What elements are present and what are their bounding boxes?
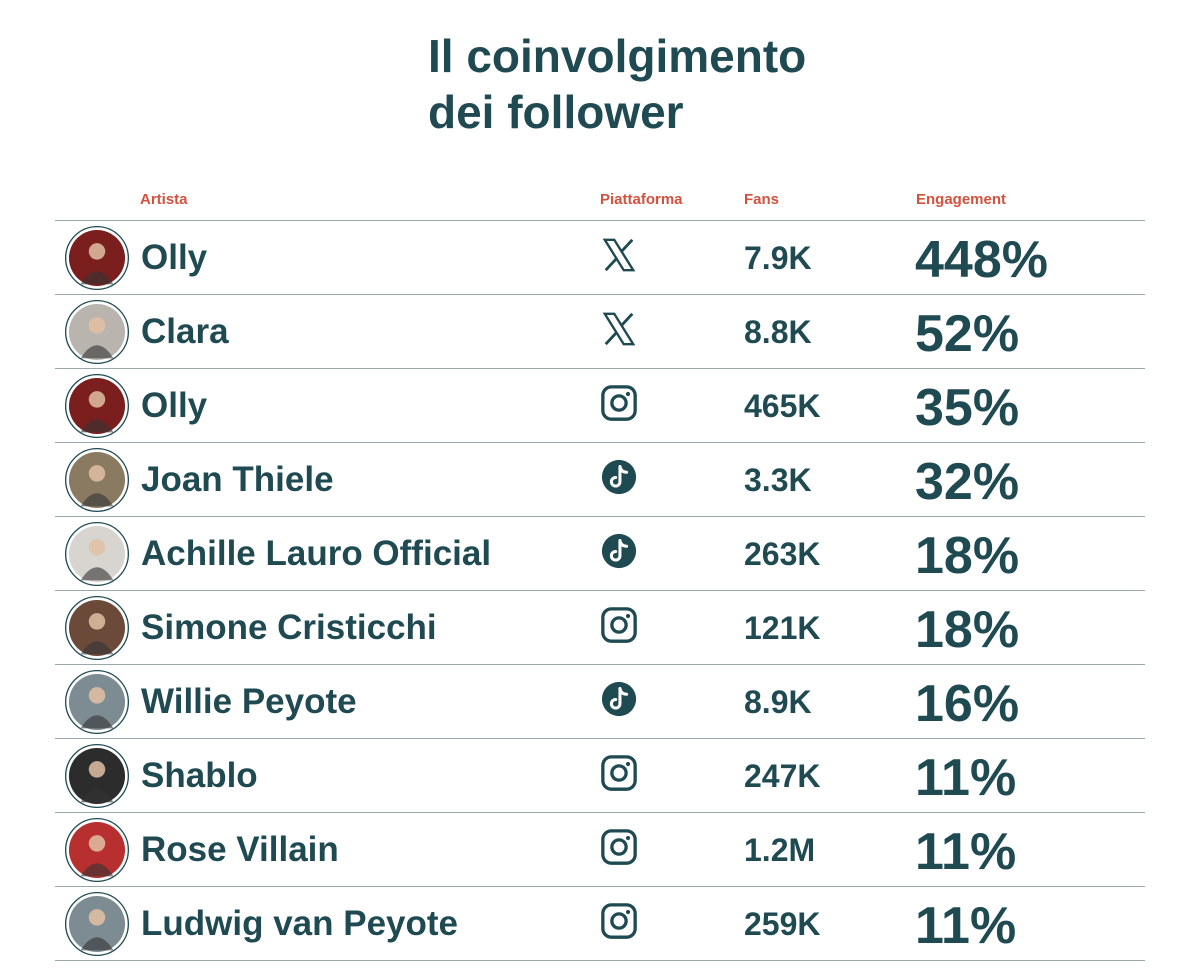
- platform-icon: [601, 755, 637, 791]
- platform-icon: [601, 459, 637, 495]
- platform-icon: [601, 607, 637, 643]
- artist-name: Shablo: [141, 756, 258, 795]
- column-header: Fans: [744, 191, 780, 208]
- row-rule: [55, 812, 1145, 813]
- artist-name: Ludwig van Peyote: [141, 904, 458, 943]
- fans: 8.8K: [744, 314, 812, 350]
- platform-icon: [601, 385, 637, 421]
- column-header: Artista: [140, 191, 188, 208]
- engagement: 18%: [915, 601, 1020, 659]
- avatar: [64, 521, 130, 587]
- row-rule: [55, 886, 1145, 887]
- avatar: [64, 891, 130, 957]
- fans: 121K: [744, 610, 821, 646]
- artist-name: Achille Lauro Official: [141, 534, 492, 573]
- row-rule: [55, 516, 1145, 517]
- engagement: 16%: [915, 675, 1020, 733]
- platform-icon: [602, 238, 636, 272]
- fans: 259K: [744, 906, 821, 942]
- artist-name: Olly: [141, 386, 208, 425]
- row-rule: [55, 220, 1145, 221]
- engagement: 35%: [915, 379, 1020, 437]
- row-rule: [55, 442, 1145, 443]
- fans: 8.9K: [744, 684, 812, 720]
- row-rule: [55, 960, 1145, 961]
- fans: 263K: [744, 536, 821, 572]
- platform-icon: [601, 533, 637, 569]
- engagement: 11%: [915, 897, 1017, 955]
- platform-icon: [601, 829, 637, 865]
- engagement: 11%: [915, 749, 1017, 807]
- avatar: [64, 817, 130, 883]
- row-rule: [55, 294, 1145, 295]
- artist-name: Clara: [141, 312, 229, 351]
- fans: 1.2M: [744, 832, 816, 868]
- avatar: [64, 373, 130, 439]
- column-header: Engagement: [916, 191, 1007, 208]
- platform-icon: [601, 903, 637, 939]
- fans: 3.3K: [744, 462, 812, 498]
- platform-icon: [601, 681, 637, 717]
- engagement: 18%: [915, 527, 1020, 585]
- engagement: 448%: [915, 231, 1048, 289]
- artist-name: Olly: [141, 238, 208, 277]
- avatar: [64, 225, 130, 291]
- fans: 7.9K: [744, 240, 812, 276]
- engagement: 32%: [915, 453, 1020, 511]
- avatar: [64, 595, 130, 661]
- avatar: [64, 447, 130, 513]
- artist-name: Simone Cristicchi: [141, 608, 437, 647]
- fans: 247K: [744, 758, 821, 794]
- artist-name: Joan Thiele: [141, 460, 334, 499]
- row-rule: [55, 738, 1145, 739]
- avatar: [64, 743, 130, 809]
- row-rule: [55, 590, 1145, 591]
- avatar: [64, 669, 130, 735]
- avatar: [64, 299, 130, 365]
- engagement: 11%: [915, 823, 1017, 881]
- artist-name: Rose Villain: [141, 830, 339, 869]
- fans: 465K: [744, 388, 821, 424]
- artist-name: Willie Peyote: [141, 682, 357, 721]
- title: Il coinvolgimento dei follower: [428, 30, 807, 138]
- column-header: Piattaforma: [600, 191, 683, 208]
- row-rule: [55, 664, 1145, 665]
- row-rule: [55, 368, 1145, 369]
- platform-icon: [602, 312, 636, 346]
- engagement: 52%: [915, 305, 1020, 363]
